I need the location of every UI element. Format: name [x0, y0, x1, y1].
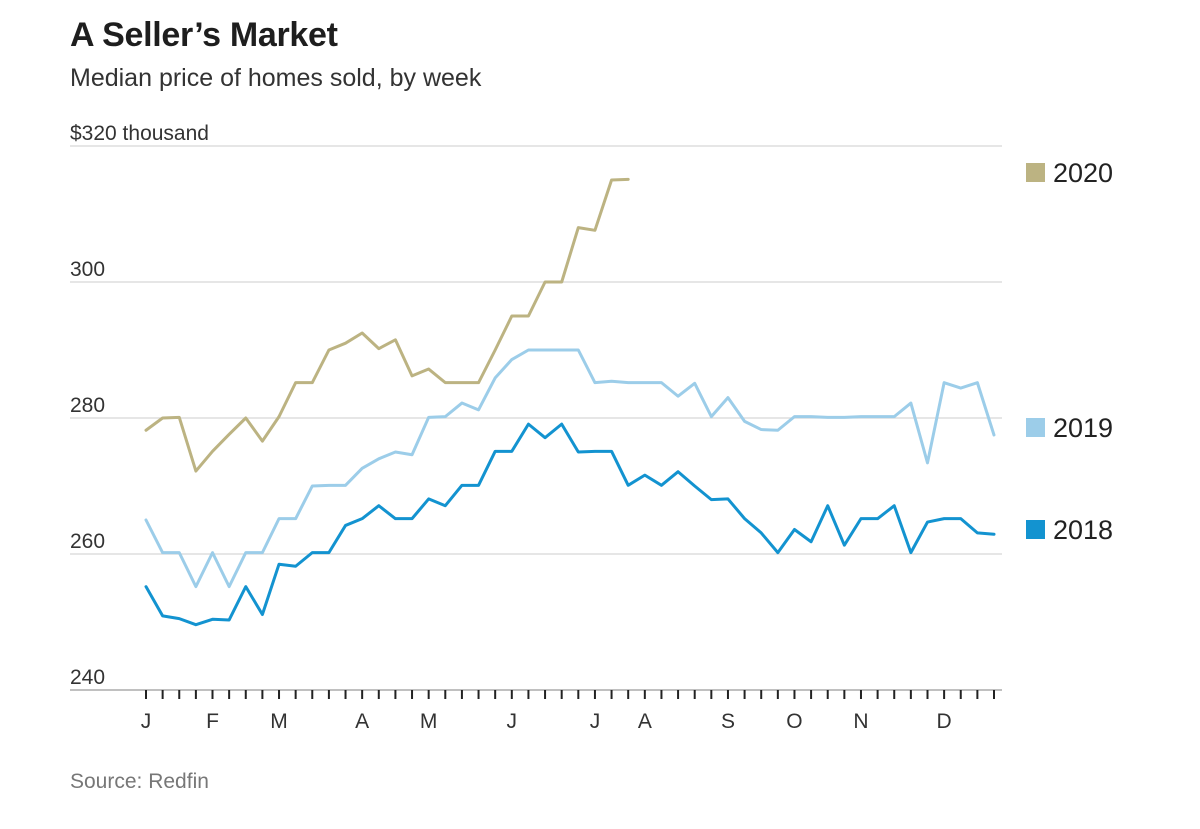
x-month-label: M [420, 710, 438, 733]
chart-subtitle: Median price of homes sold, by week [70, 64, 482, 92]
series-line-2019 [144, 348, 996, 589]
x-month-label: S [721, 710, 735, 733]
legend-swatch-2019 [1026, 418, 1045, 437]
legend-label-2018: 2018 [1053, 515, 1113, 545]
x-month-label: N [853, 710, 868, 733]
legend-label-2019: 2019 [1053, 413, 1113, 443]
y-tick-label: $320 thousand [70, 122, 209, 145]
x-month-label: D [937, 710, 952, 733]
x-month-label: F [206, 710, 219, 733]
source-note: Source: Redfin [70, 770, 209, 793]
y-tick-label: 300 [70, 258, 105, 281]
y-tick-label: 260 [70, 530, 105, 553]
x-month-label: J [590, 710, 601, 733]
legend-swatch-2018 [1026, 520, 1045, 539]
y-tick-label: 240 [70, 666, 105, 689]
series-lines [144, 177, 996, 627]
x-month-label: A [638, 710, 652, 733]
x-month-label: J [141, 710, 152, 733]
legend-swatch-2020 [1026, 163, 1045, 182]
x-month-label: J [507, 710, 518, 733]
series-line-2020 [144, 177, 630, 473]
series-line-2018 [144, 422, 996, 627]
chart-title: A Seller’s Market [70, 16, 338, 54]
x-month-label: A [355, 710, 369, 733]
legend: 2020 2019 2018 [1026, 158, 1113, 545]
y-tick-label: 280 [70, 394, 105, 417]
x-month-label: M [270, 710, 288, 733]
y-axis-tick-labels: 240 260 280 300 $320 thousand [70, 122, 209, 689]
legend-label-2020: 2020 [1053, 158, 1113, 188]
x-month-label: O [786, 710, 802, 733]
